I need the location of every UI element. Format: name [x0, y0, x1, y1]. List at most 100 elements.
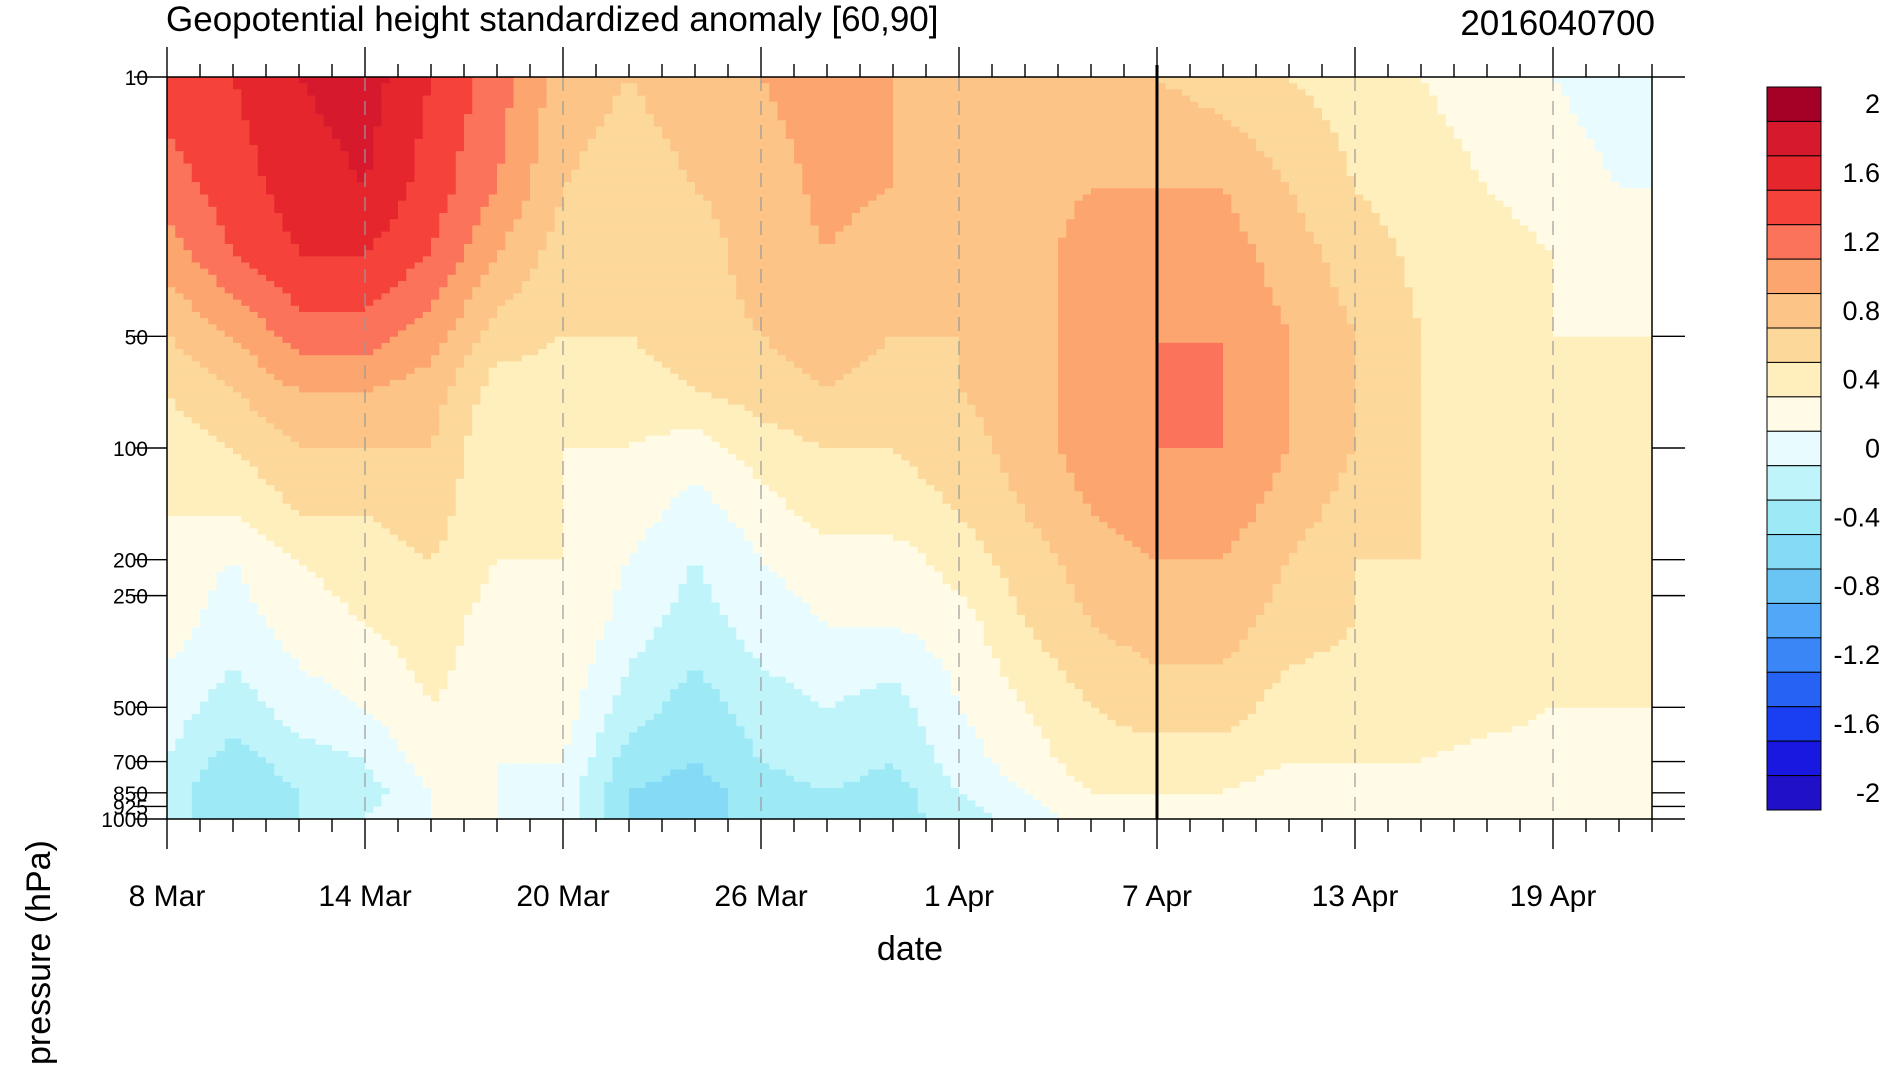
- field-cell: [1240, 102, 1249, 109]
- field-cell: [1462, 114, 1471, 121]
- field-cell: [1504, 108, 1513, 115]
- field-cell: [1116, 89, 1125, 96]
- field-cell: [951, 96, 960, 103]
- field-cell: [596, 77, 605, 84]
- field-cell: [1372, 108, 1381, 115]
- field-cell: [778, 114, 787, 121]
- field-cell: [951, 114, 960, 121]
- field-cell: [291, 126, 300, 133]
- field-cell: [802, 83, 811, 90]
- field-cell: [167, 120, 176, 127]
- field-cell: [786, 114, 795, 121]
- field-cell: [1264, 102, 1273, 109]
- field-cell: [1363, 114, 1372, 121]
- field-cell: [431, 77, 440, 84]
- field-cell: [1190, 126, 1199, 133]
- field-cell: [1627, 77, 1636, 84]
- field-cell: [687, 126, 696, 133]
- field-cell: [712, 108, 721, 115]
- field-cell: [802, 77, 811, 84]
- field-cell: [217, 108, 226, 115]
- field-cell: [976, 126, 985, 133]
- field-cell: [1446, 126, 1455, 133]
- field-cell: [794, 102, 803, 109]
- field-cell: [934, 89, 943, 96]
- field-cell: [349, 102, 358, 109]
- field-cell: [868, 96, 877, 103]
- field-cell: [1479, 120, 1488, 127]
- field-cell: [1124, 108, 1133, 115]
- field-cell: [761, 83, 770, 90]
- field-cell: [769, 96, 778, 103]
- field-cell: [340, 83, 349, 90]
- field-cell: [621, 89, 630, 96]
- field-cell: [1190, 77, 1199, 84]
- field-cell: [967, 83, 976, 90]
- field-cell: [538, 89, 547, 96]
- field-cell: [967, 114, 976, 121]
- field-cell: [431, 114, 440, 121]
- field-cell: [967, 108, 976, 115]
- field-cell: [679, 126, 688, 133]
- field-cell: [811, 77, 820, 84]
- field-cell: [398, 108, 407, 115]
- field-cell: [794, 108, 803, 115]
- field-cell: [250, 83, 259, 90]
- field-cell: [769, 77, 778, 84]
- field-cell: [1000, 89, 1009, 96]
- field-cell: [852, 120, 861, 127]
- field-cell: [1025, 89, 1034, 96]
- field-cell: [728, 102, 737, 109]
- field-cell: [225, 96, 234, 103]
- field-cell: [200, 108, 209, 115]
- field-cell: [200, 77, 209, 84]
- field-cell: [1396, 108, 1405, 115]
- field-cell: [1429, 108, 1438, 115]
- field-cell: [654, 89, 663, 96]
- field-cell: [819, 83, 828, 90]
- field-cell: [1528, 126, 1537, 133]
- field-cell: [1066, 102, 1075, 109]
- field-cell: [1454, 114, 1463, 121]
- field-cell: [1190, 102, 1199, 109]
- field-cell: [1264, 96, 1273, 103]
- field-cell: [538, 77, 547, 84]
- field-cell: [258, 77, 267, 84]
- field-cell: [1380, 77, 1389, 84]
- field-cell: [505, 120, 514, 127]
- field-cell: [794, 83, 803, 90]
- field-cell: [1240, 120, 1249, 127]
- field-cell: [885, 89, 894, 96]
- field-cell: [918, 102, 927, 109]
- field-cell: [1520, 96, 1529, 103]
- field-cell: [827, 83, 836, 90]
- field-cell: [943, 77, 952, 84]
- field-cell: [1355, 114, 1364, 121]
- field-cell: [241, 102, 250, 109]
- field-cell: [827, 77, 836, 84]
- field-cell: [431, 96, 440, 103]
- field-cell: [530, 89, 539, 96]
- field-cell: [910, 89, 919, 96]
- field-cell: [621, 114, 630, 121]
- field-cell: [745, 89, 754, 96]
- field-cell: [959, 89, 968, 96]
- field-cell: [1495, 126, 1504, 133]
- field-cell: [761, 96, 770, 103]
- field-cell: [1273, 108, 1282, 115]
- field-cell: [901, 96, 910, 103]
- field-cell: [1083, 96, 1092, 103]
- field-cell: [844, 120, 853, 127]
- field-cell: [1462, 77, 1471, 84]
- field-cell: [258, 102, 267, 109]
- field-cell: [274, 96, 283, 103]
- field-cell: [200, 120, 209, 127]
- field-cell: [1528, 120, 1537, 127]
- field-cell: [662, 120, 671, 127]
- field-cell: [802, 120, 811, 127]
- field-cell: [1050, 96, 1059, 103]
- field-cell: [819, 89, 828, 96]
- field-cell: [835, 96, 844, 103]
- field-cell: [489, 108, 498, 115]
- field-cell: [992, 126, 1001, 133]
